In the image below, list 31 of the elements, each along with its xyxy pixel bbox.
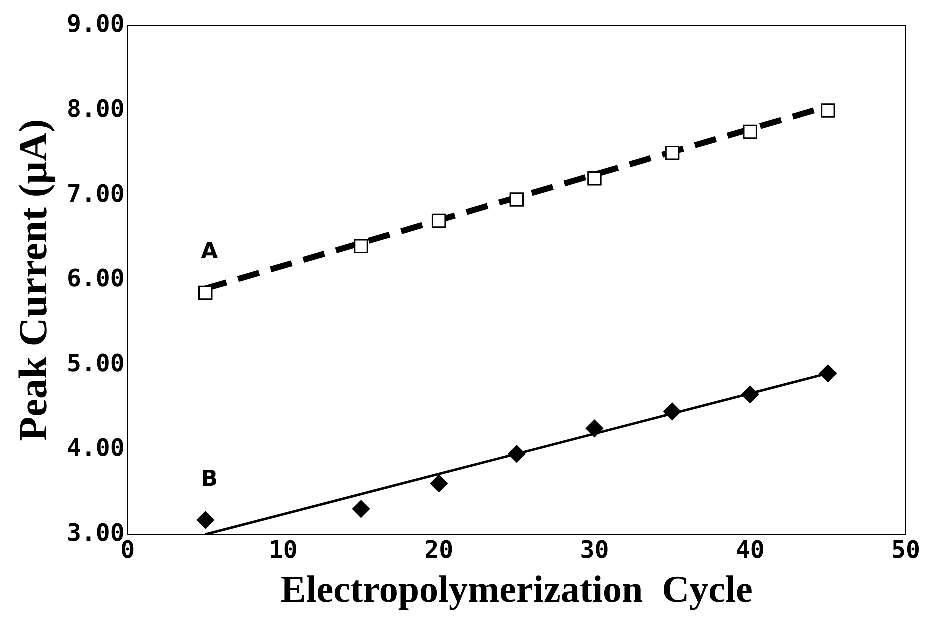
point <box>354 239 368 254</box>
x-tick-label: 50 <box>892 536 920 564</box>
y-tick-label: 8.00 <box>67 95 125 123</box>
x-tick-label: 40 <box>736 536 765 564</box>
point <box>198 286 213 300</box>
x-axis-title: Electropolymerization Cycle <box>280 569 753 612</box>
x-tick-label: 30 <box>580 536 610 564</box>
point <box>508 445 526 463</box>
point <box>352 500 370 518</box>
series-label: B <box>201 466 218 492</box>
x-tick-label: 20 <box>424 536 454 564</box>
point <box>664 402 682 420</box>
y-tick-label: 9.00 <box>67 10 125 38</box>
point <box>586 420 604 438</box>
point <box>432 214 446 228</box>
point <box>821 104 836 118</box>
point <box>819 364 837 382</box>
point <box>743 124 758 140</box>
y-tick-label: 7.00 <box>67 180 125 208</box>
y-axis-title: Peak Current (μA) <box>10 119 56 442</box>
point <box>510 192 524 207</box>
y-tick-label: 6.00 <box>67 264 125 293</box>
y-tick-label: 5.00 <box>67 349 125 378</box>
point <box>665 146 680 160</box>
x-tick-label: 10 <box>268 536 298 564</box>
point <box>742 386 760 404</box>
point <box>588 171 602 186</box>
series-label: A <box>201 240 218 265</box>
point <box>430 474 448 492</box>
y-tick-label: 4.00 <box>67 434 125 462</box>
point <box>196 511 214 529</box>
